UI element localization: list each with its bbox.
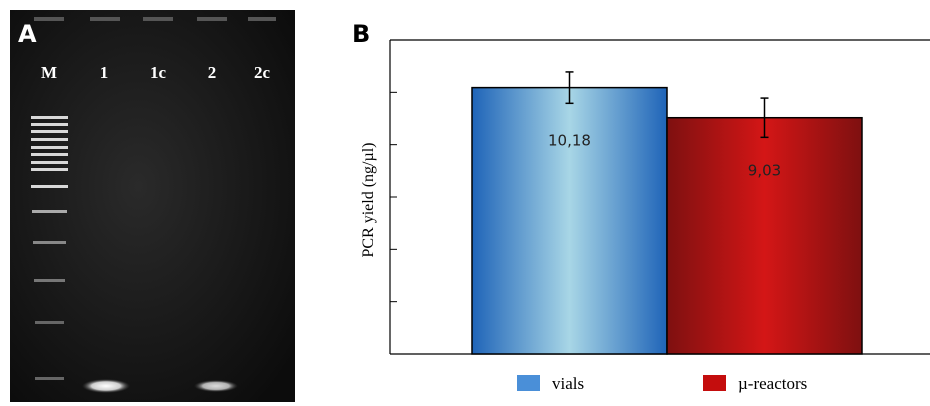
lane-label: 1 bbox=[100, 63, 109, 82]
panel-label: A bbox=[18, 20, 37, 48]
bar bbox=[667, 118, 862, 354]
sample-band bbox=[194, 380, 238, 392]
value-label: 10,18 bbox=[548, 132, 591, 150]
sample-band bbox=[82, 379, 130, 393]
figure: A M 1 1c 2 2c B PCR yield (ng/µl) 10,18 vials… bbox=[0, 0, 930, 406]
legend-swatch bbox=[703, 375, 726, 391]
panel-label: B bbox=[352, 20, 370, 48]
bar-chart: 10,18 vials 9,03 µ-reactors bbox=[390, 40, 930, 393]
legend-label: µ-reactors bbox=[738, 374, 807, 393]
y-axis-label: PCR yield (ng/µl) bbox=[360, 143, 377, 258]
legend-label: vials bbox=[552, 374, 584, 393]
legend-swatch bbox=[517, 375, 540, 391]
gel-panel: A M 1 1c 2 2c bbox=[10, 10, 295, 402]
lane-label: 2c bbox=[254, 63, 271, 82]
lane-label: 1c bbox=[150, 63, 167, 82]
lane-label: 2 bbox=[208, 63, 217, 82]
lane-label: M bbox=[41, 63, 57, 82]
bar bbox=[472, 88, 667, 354]
value-label: 9,03 bbox=[748, 162, 781, 180]
